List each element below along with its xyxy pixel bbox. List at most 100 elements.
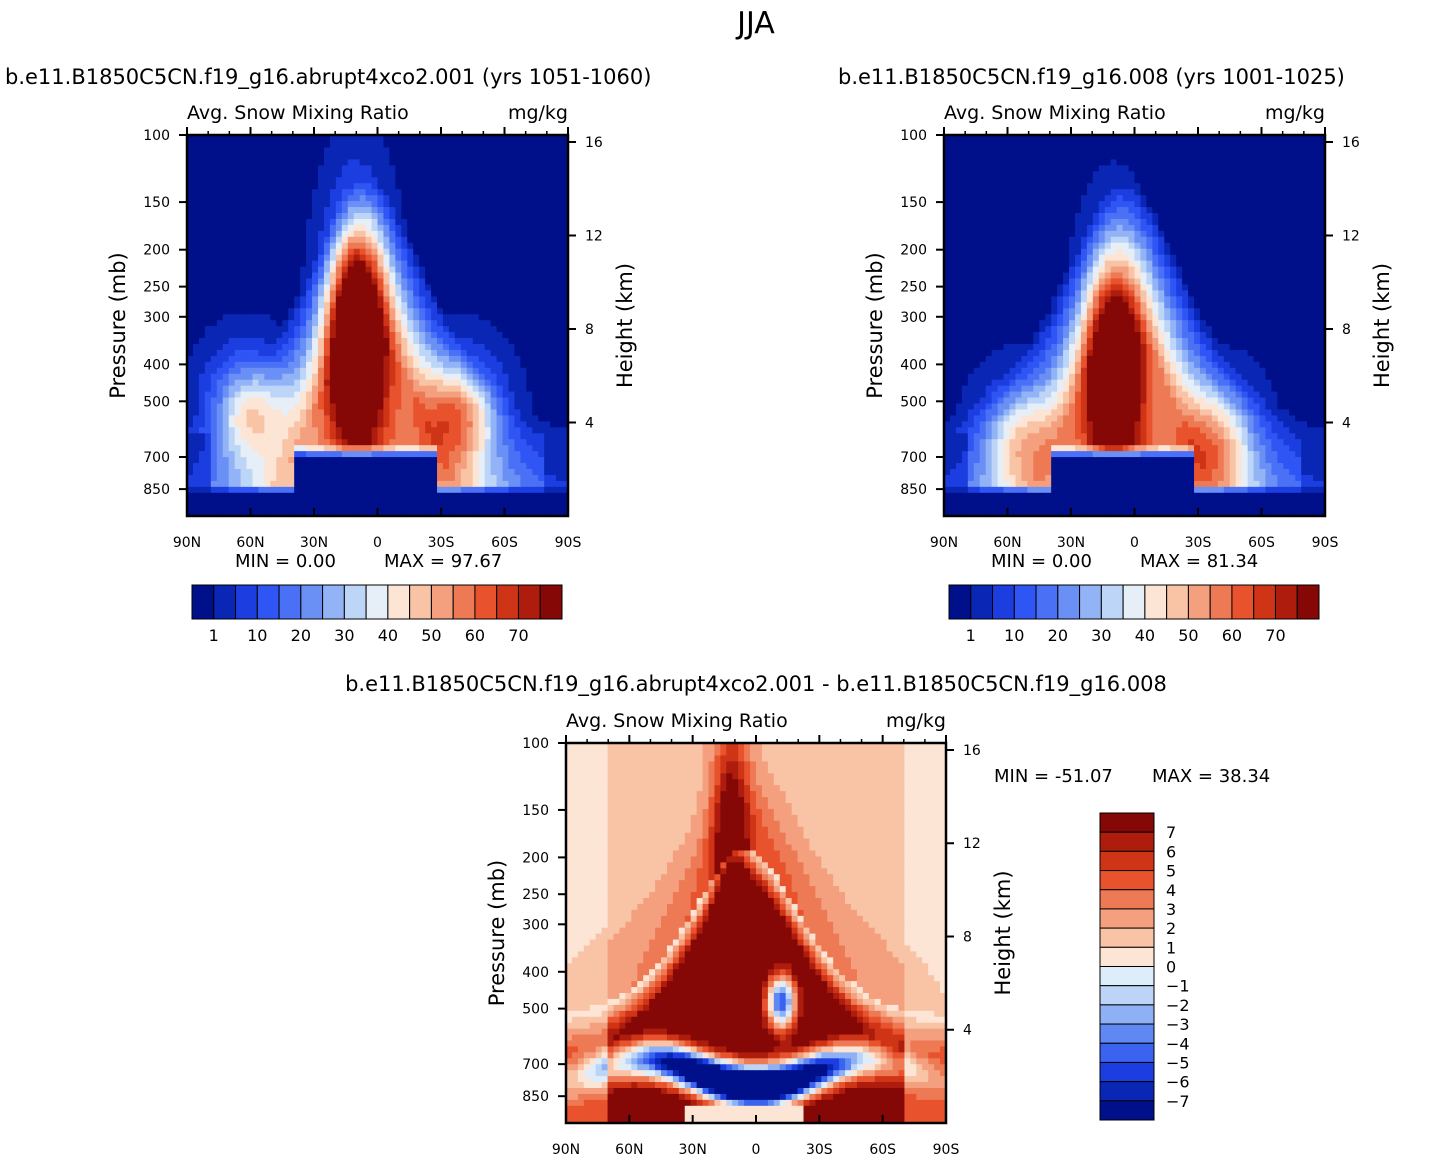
heatmap-cell xyxy=(1194,444,1201,452)
heatmap-cell xyxy=(520,498,527,505)
heatmap-cell xyxy=(276,218,283,225)
heatmap-cell xyxy=(472,230,480,237)
heatmap-cell xyxy=(961,438,969,446)
heatmap-cell xyxy=(538,152,545,160)
heatmap-cell xyxy=(437,486,444,493)
heatmap-cell xyxy=(1069,498,1076,505)
heatmap-cell xyxy=(312,420,319,428)
heatmap-cell xyxy=(478,486,486,493)
heatmap-cell xyxy=(502,343,510,350)
heatmap-cell xyxy=(448,390,456,398)
heatmap-cell xyxy=(448,152,456,160)
heatmap-cell xyxy=(526,295,533,303)
heatmap-cell xyxy=(258,510,265,517)
heatmap-cell xyxy=(460,176,468,184)
heatmap-cell xyxy=(282,343,289,350)
heatmap-cell xyxy=(252,289,260,297)
heatmap-cell xyxy=(484,432,492,440)
heatmap-cell xyxy=(490,355,498,362)
heatmap-cell xyxy=(371,450,379,458)
heatmap-cell xyxy=(991,480,999,487)
heatmap-cell xyxy=(365,206,373,213)
heatmap-cell xyxy=(329,158,337,166)
heatmap-cell xyxy=(1289,504,1296,511)
heatmap-cell xyxy=(282,432,289,440)
heatmap-cell xyxy=(288,152,295,160)
heatmap-cell xyxy=(556,319,563,327)
heatmap-cell xyxy=(514,301,521,309)
heatmap-cell xyxy=(460,307,468,315)
heatmap-cell xyxy=(282,510,289,517)
heatmap-cell xyxy=(442,158,450,166)
heatmap-cell xyxy=(294,480,301,487)
heatmap-cell xyxy=(1021,462,1028,469)
heatmap-cell xyxy=(365,498,373,505)
heatmap-cell xyxy=(502,408,510,416)
heatmap-cell xyxy=(538,396,545,404)
heatmap-cell xyxy=(222,146,230,154)
heatmap-cell xyxy=(1265,444,1273,452)
heatmap-cell xyxy=(216,230,224,237)
heatmap-cell xyxy=(204,242,212,249)
heatmap-cell xyxy=(329,438,337,446)
heatmap-cell xyxy=(252,492,260,499)
heatmap-cell xyxy=(359,295,367,303)
heatmap-cell xyxy=(431,182,438,190)
heatmap-cell xyxy=(1301,456,1308,464)
heatmap-cell xyxy=(329,182,337,190)
heatmap-cell xyxy=(323,414,331,422)
heatmap-cell xyxy=(532,408,539,416)
heatmap-cell xyxy=(502,444,510,452)
heatmap-cell xyxy=(484,254,492,261)
heatmap-cell xyxy=(198,408,206,416)
heatmap-cell xyxy=(1217,510,1225,517)
heatmap-cell xyxy=(234,176,242,184)
heatmap-cell xyxy=(1092,474,1100,481)
heatmap-cell xyxy=(1211,498,1219,505)
heatmap-cell xyxy=(562,414,569,422)
heatmap-cell xyxy=(419,218,426,225)
heatmap-cell xyxy=(329,135,337,142)
heatmap-cell xyxy=(556,396,563,404)
heatmap-cell xyxy=(389,164,396,172)
heatmap-cell xyxy=(335,277,343,285)
heatmap-cell xyxy=(264,498,271,505)
heatmap-cell xyxy=(341,498,349,505)
heatmap-cell xyxy=(204,402,212,410)
heatmap-cell xyxy=(270,420,277,428)
heatmap-cell xyxy=(359,390,367,398)
heatmap-cell xyxy=(365,343,373,350)
heatmap-cell xyxy=(270,361,277,368)
heatmap-cell xyxy=(222,248,230,255)
heatmap-cell xyxy=(359,283,367,291)
heatmap-cell xyxy=(282,206,289,213)
heatmap-cell xyxy=(389,146,396,154)
heatmap-cell xyxy=(1217,504,1225,511)
heatmap-cell xyxy=(347,289,355,297)
heatmap-cell xyxy=(520,260,527,267)
heatmap-cell xyxy=(413,426,420,434)
heatmap-cell xyxy=(544,498,551,505)
heatmap-cell xyxy=(329,164,337,172)
heatmap-cell xyxy=(282,254,289,261)
heatmap-cell xyxy=(442,361,450,368)
heatmap-cell xyxy=(407,414,414,422)
heatmap-cell xyxy=(329,373,337,380)
heatmap-cell xyxy=(187,444,194,452)
heatmap-cell xyxy=(1241,486,1249,493)
heatmap-cell xyxy=(520,135,527,142)
heatmap-cell xyxy=(472,242,480,249)
heatmap-cell xyxy=(538,361,545,368)
heatmap-cell xyxy=(198,325,206,333)
colorbar-label: 60 xyxy=(465,626,485,645)
heatmap-cell xyxy=(192,373,200,380)
heatmap-cell xyxy=(472,343,480,350)
heatmap-cell xyxy=(1271,486,1278,493)
heatmap-cell xyxy=(377,379,385,386)
heatmap-cell xyxy=(1188,468,1195,475)
heatmap-cell xyxy=(454,337,462,344)
heatmap-cell xyxy=(252,170,260,178)
heatmap-cell xyxy=(425,242,432,249)
heatmap-cell xyxy=(258,408,265,416)
heatmap-cell xyxy=(395,289,402,297)
